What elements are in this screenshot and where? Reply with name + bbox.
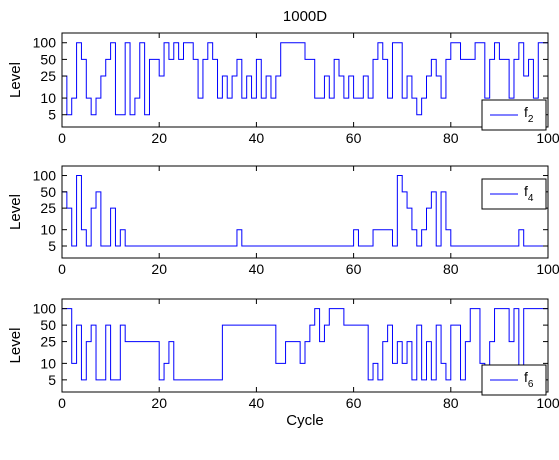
- x-tick-label: 20: [151, 261, 167, 277]
- y-tick-label: 50: [40, 51, 56, 67]
- legend: f2: [481, 99, 547, 131]
- y-tick-label: 25: [40, 68, 56, 84]
- x-tick-label: 80: [443, 395, 459, 411]
- series-line-f6: [62, 308, 548, 381]
- chart-title: 1000D: [283, 8, 327, 25]
- y-tick-label: 100: [33, 168, 57, 184]
- x-tick-label: 60: [346, 395, 362, 411]
- y-tick-label: 100: [33, 301, 57, 317]
- series-line-f2: [62, 42, 548, 116]
- y-axis-label: Level: [7, 328, 24, 364]
- y-tick-label: 10: [40, 355, 56, 371]
- x-tick-label: 0: [58, 130, 66, 146]
- legend-label: f2: [524, 104, 534, 125]
- series-line-f4: [62, 175, 548, 247]
- x-tick-label: 80: [443, 130, 459, 146]
- y-tick-label: 50: [40, 317, 56, 333]
- x-tick-label: 80: [443, 261, 459, 277]
- plot-frame: [61, 165, 549, 259]
- x-tick-label: 20: [151, 395, 167, 411]
- y-tick-label: 25: [40, 200, 56, 216]
- y-tick-label: 100: [33, 35, 57, 51]
- x-tick-label: 0: [58, 261, 66, 277]
- x-tick-label: 100: [536, 395, 559, 411]
- y-tick-label: 50: [40, 184, 56, 200]
- legend: f4: [481, 178, 547, 210]
- x-tick-label: 20: [151, 130, 167, 146]
- legend: f6: [481, 364, 547, 396]
- x-tick-label: 40: [249, 395, 265, 411]
- x-tick-label: 60: [346, 130, 362, 146]
- x-tick-label: 100: [536, 261, 559, 277]
- x-axis-label: Cycle: [286, 412, 324, 429]
- y-tick-label: 5: [48, 107, 56, 123]
- x-tick-label: 0: [58, 395, 66, 411]
- legend-label: f4: [524, 183, 534, 204]
- x-tick-label: 40: [249, 261, 265, 277]
- y-tick-label: 10: [40, 222, 56, 238]
- plot-frame: [61, 298, 549, 393]
- x-tick-label: 100: [536, 130, 559, 146]
- x-tick-label: 40: [249, 130, 265, 146]
- y-tick-label: 10: [40, 90, 56, 106]
- plot-frame: [61, 32, 549, 128]
- y-axis-label: Level: [7, 194, 24, 230]
- y-axis-label: Level: [7, 62, 24, 98]
- y-tick-label: 25: [40, 334, 56, 350]
- y-tick-label: 5: [48, 372, 56, 388]
- legend-label: f6: [524, 369, 534, 390]
- x-tick-label: 60: [346, 261, 362, 277]
- y-tick-label: 5: [48, 238, 56, 254]
